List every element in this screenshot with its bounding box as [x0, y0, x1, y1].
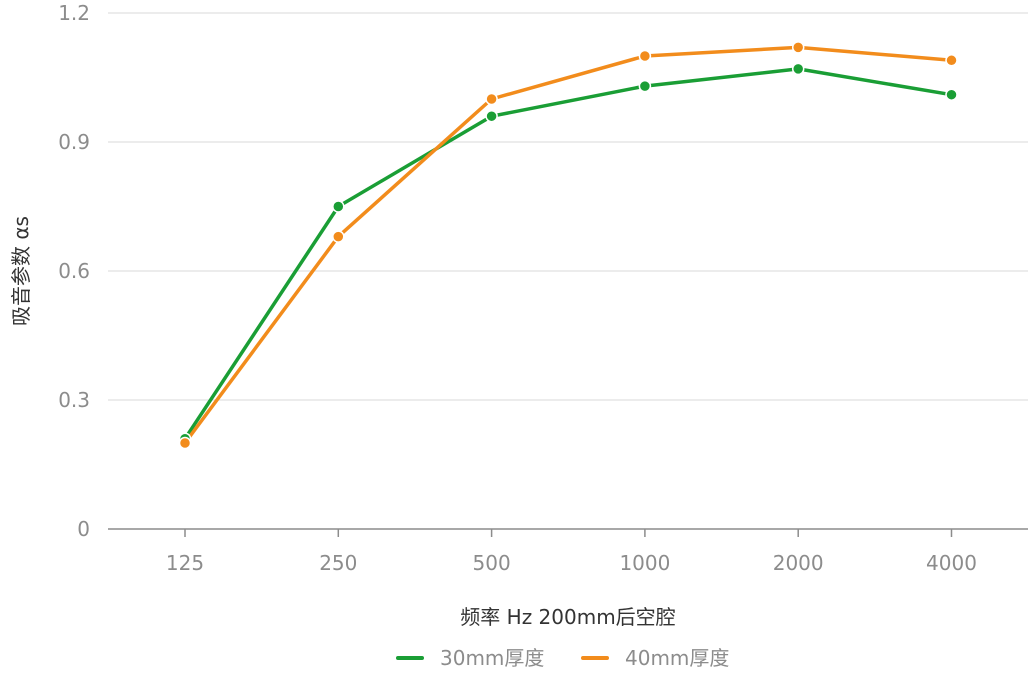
series-1-point[interactable]	[945, 54, 958, 67]
grid-layer	[108, 12, 1028, 401]
x-tick-label: 500	[473, 551, 511, 575]
y-tick-label: 0	[77, 517, 90, 541]
series-0-point[interactable]	[485, 109, 498, 123]
series-0-point[interactable]	[791, 62, 805, 76]
series-0-point[interactable]	[945, 88, 958, 101]
series-1-point[interactable]	[791, 41, 805, 54]
series-layer	[178, 41, 958, 450]
y-tick-label: 0.6	[58, 259, 90, 283]
legend-label-0[interactable]: 30mm厚度	[440, 646, 544, 670]
x-tick-label: 4000	[926, 551, 977, 575]
series-1-point[interactable]	[332, 230, 345, 243]
y-tick-label: 0.3	[58, 388, 90, 412]
x-tick-label: 2000	[773, 551, 824, 575]
y-axis-title: 吸音参数 αs	[9, 216, 33, 326]
x-tick-label: 125	[166, 551, 204, 575]
legend-label-1[interactable]: 40mm厚度	[625, 646, 729, 670]
x-tick-label: 1000	[619, 551, 670, 575]
axis-layer: 0 0.3 0.6 0.9 1.2 125 250 500 1000 2000 4000	[58, 1, 1028, 575]
series-line-0	[183, 67, 954, 441]
series-line-1	[183, 45, 954, 445]
series-0-point[interactable]	[638, 79, 652, 93]
y-tick-label: 0.9	[58, 130, 90, 154]
y-tick-label: 1.2	[58, 1, 90, 25]
series-1-point[interactable]	[638, 49, 652, 63]
x-tick-label: 250	[319, 551, 357, 575]
series-0-point[interactable]	[332, 200, 345, 213]
series-1-point[interactable]	[485, 92, 498, 106]
series-1-point[interactable]	[178, 436, 192, 450]
legend: 30mm厚度 40mm厚度	[396, 646, 729, 670]
x-axis-title: 频率 Hz 200mm后空腔	[460, 605, 675, 629]
